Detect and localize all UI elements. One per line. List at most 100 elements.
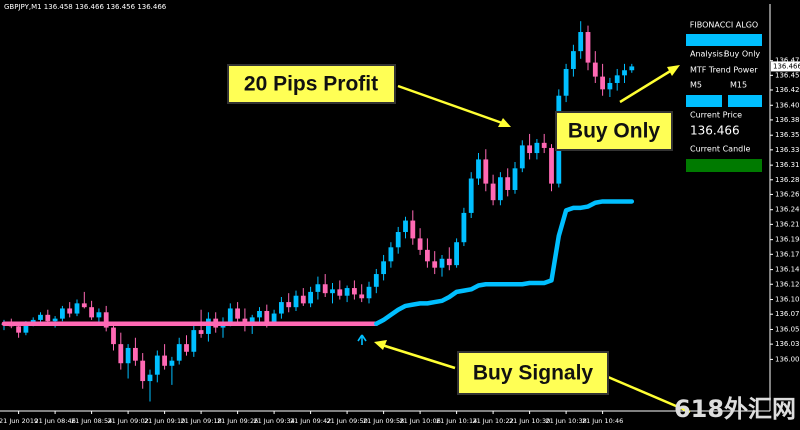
y-tick-label: 136.194 bbox=[775, 236, 800, 244]
annotation-box bbox=[227, 64, 396, 104]
y-tick-label: 136.100 bbox=[775, 296, 800, 304]
candle-body bbox=[476, 159, 481, 179]
y-tick-label: 136.077 bbox=[775, 310, 800, 318]
candle-body bbox=[563, 68, 569, 96]
candle-body bbox=[60, 308, 65, 319]
y-tick-label: 136.429 bbox=[775, 86, 800, 94]
candle-body bbox=[388, 247, 394, 262]
candle-body bbox=[45, 314, 51, 322]
candle-body bbox=[512, 168, 518, 190]
candle-body bbox=[629, 66, 635, 71]
x-tick-label: 21 Jun 09:26 bbox=[217, 417, 258, 425]
candle-body bbox=[337, 289, 343, 296]
x-tick-label: 21 Jun 2019 bbox=[0, 417, 38, 425]
arrow bbox=[607, 375, 691, 414]
annotation-box bbox=[555, 111, 673, 151]
candle-body bbox=[381, 261, 386, 275]
candle-body bbox=[118, 344, 124, 364]
arrow-head bbox=[374, 340, 387, 350]
y-tick-label: 136.288 bbox=[775, 176, 800, 184]
candle-body bbox=[614, 75, 620, 83]
annotation-signal: Buy Signaly bbox=[374, 340, 691, 414]
trend-label: MTF Trend Power bbox=[690, 66, 758, 75]
candle-body bbox=[541, 142, 547, 148]
candle-body bbox=[505, 177, 511, 190]
candle-body bbox=[16, 326, 21, 333]
candle-body bbox=[366, 286, 372, 299]
price-tag-label: 136.466 bbox=[773, 62, 800, 70]
x-tick-label: 21 Jun 09:58 bbox=[363, 417, 404, 425]
candle-body bbox=[249, 317, 255, 326]
watermark: 618外汇网 bbox=[674, 395, 796, 423]
candle-body bbox=[519, 145, 525, 169]
candle-body bbox=[206, 318, 211, 334]
candle-body bbox=[264, 311, 270, 323]
y-tick-label: 136.218 bbox=[775, 220, 800, 228]
tf-box bbox=[728, 95, 762, 107]
y-tick-label: 136.124 bbox=[775, 280, 800, 288]
y-tick-label: 136.475 bbox=[775, 57, 800, 65]
x-tick-label: 21 Jun 10:30 bbox=[509, 417, 550, 425]
candle-body bbox=[461, 212, 467, 243]
candle-body bbox=[184, 344, 189, 352]
candle-body bbox=[607, 82, 613, 90]
y-tick-label: 136.452 bbox=[775, 71, 800, 79]
candle-body bbox=[395, 232, 401, 248]
candle-body bbox=[410, 220, 416, 239]
candle-body bbox=[235, 308, 240, 319]
candle-body bbox=[446, 258, 452, 266]
y-tick-label: 136.053 bbox=[775, 325, 800, 333]
candle-body bbox=[490, 183, 496, 201]
annotation-text: Buy Signaly bbox=[473, 362, 594, 385]
candle-body bbox=[403, 220, 408, 233]
candle-body bbox=[147, 374, 153, 382]
x-tick-label: 21 Jun 09:42 bbox=[290, 417, 331, 425]
x-tick-label: 21 Jun 08:46 bbox=[34, 417, 75, 425]
panel-title: FIBONACCI ALGO bbox=[690, 21, 758, 30]
x-tick-label: 21 Jun 10:14 bbox=[436, 417, 477, 425]
candle-body bbox=[191, 330, 197, 352]
y-tick-label: 136.030 bbox=[775, 340, 800, 348]
candle-body bbox=[74, 303, 80, 314]
tf-label: M5 bbox=[690, 81, 702, 90]
price-label: Current Price bbox=[690, 111, 742, 120]
candle-body bbox=[308, 291, 313, 304]
y-tick-label: 136.171 bbox=[775, 250, 800, 258]
arrow bbox=[619, 68, 673, 104]
analysis-value: Buy Only bbox=[724, 50, 760, 59]
candle-body bbox=[52, 318, 58, 322]
candle-body bbox=[439, 258, 445, 268]
candle-body bbox=[527, 145, 532, 154]
candle-body bbox=[176, 344, 182, 361]
price-tag bbox=[771, 61, 800, 72]
plot: 136.475 136.452 136.429 136.405 136.382 136.3… bbox=[0, 21, 800, 425]
y-tick-label: 136.265 bbox=[775, 190, 800, 198]
candle-body bbox=[344, 288, 350, 296]
candle-body bbox=[534, 142, 540, 154]
indicator-line bbox=[374, 199, 635, 326]
candle-body bbox=[154, 355, 160, 375]
candle-body bbox=[169, 360, 175, 366]
candle-body bbox=[549, 147, 554, 184]
candle-body bbox=[300, 295, 306, 304]
candle-body bbox=[227, 308, 233, 323]
candle-body bbox=[23, 323, 29, 333]
annotation-text: Buy Only bbox=[568, 120, 661, 143]
candle-body bbox=[111, 327, 116, 345]
candle-body bbox=[585, 32, 591, 63]
candle-body bbox=[125, 347, 131, 364]
x-tick-label: 21 Jun 10:06 bbox=[399, 417, 440, 425]
annotation-text: 20 Pips Profit bbox=[244, 73, 378, 96]
candle-box bbox=[686, 159, 762, 172]
arrow-head bbox=[498, 118, 511, 127]
candle-body bbox=[330, 289, 335, 294]
y-tick-label: 136.358 bbox=[775, 131, 800, 139]
price-value: 136.466 bbox=[690, 124, 740, 138]
candle-body bbox=[359, 294, 365, 299]
candle-body bbox=[257, 311, 262, 318]
y-tick-label: 136.335 bbox=[775, 146, 800, 154]
candle-body bbox=[67, 308, 73, 314]
candle-body bbox=[483, 159, 489, 184]
